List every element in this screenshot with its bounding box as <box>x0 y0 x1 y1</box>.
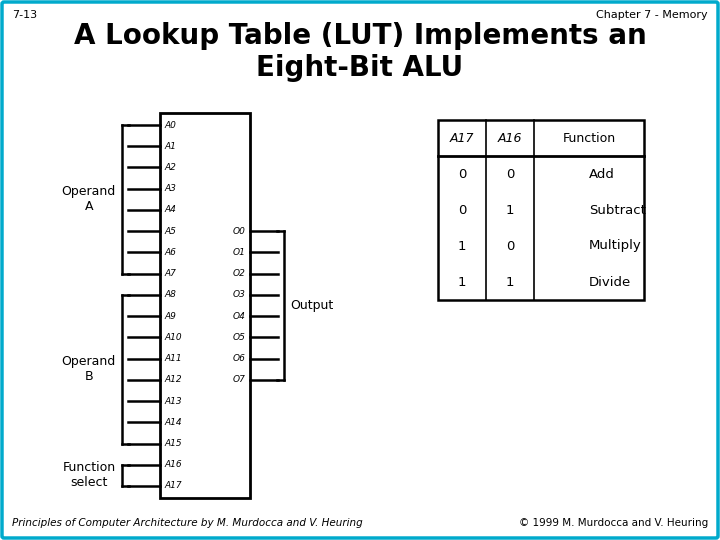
Text: O2: O2 <box>233 269 246 278</box>
Text: A1: A1 <box>164 141 176 151</box>
Text: A6: A6 <box>164 248 176 257</box>
Text: A4: A4 <box>164 205 176 214</box>
Text: 1: 1 <box>505 275 514 288</box>
Text: O1: O1 <box>233 248 246 257</box>
Text: O6: O6 <box>233 354 246 363</box>
Text: Divide: Divide <box>589 275 631 288</box>
Text: © 1999 M. Murdocca and V. Heuring: © 1999 M. Murdocca and V. Heuring <box>518 518 708 528</box>
Text: 1: 1 <box>458 275 467 288</box>
Text: O0: O0 <box>233 227 246 235</box>
Text: 1: 1 <box>505 204 514 217</box>
Text: Subtract: Subtract <box>589 204 646 217</box>
Text: Function: Function <box>562 132 616 145</box>
Text: 7-13: 7-13 <box>12 10 37 20</box>
Text: A12: A12 <box>164 375 181 384</box>
Text: Operand
B: Operand B <box>62 355 116 383</box>
Text: A2: A2 <box>164 163 176 172</box>
Text: A16: A16 <box>498 132 522 145</box>
Text: Output: Output <box>290 299 333 312</box>
Text: Function
select: Function select <box>63 461 116 489</box>
Bar <box>438 120 644 300</box>
Text: A9: A9 <box>164 312 176 321</box>
Text: A3: A3 <box>164 184 176 193</box>
Text: A10: A10 <box>164 333 181 342</box>
Text: Multiply: Multiply <box>589 240 642 253</box>
Text: A8: A8 <box>164 291 176 299</box>
Text: A17: A17 <box>450 132 474 145</box>
Text: A7: A7 <box>164 269 176 278</box>
Text: O5: O5 <box>233 333 246 342</box>
Text: 1: 1 <box>458 240 467 253</box>
Text: A0: A0 <box>164 120 176 130</box>
Text: Principles of Computer Architecture by M. Murdocca and V. Heuring: Principles of Computer Architecture by M… <box>12 518 363 528</box>
Text: O7: O7 <box>233 375 246 384</box>
Text: O3: O3 <box>233 291 246 299</box>
Text: 0: 0 <box>506 167 514 180</box>
Bar <box>160 113 250 498</box>
Text: A15: A15 <box>164 439 181 448</box>
Text: Operand
A: Operand A <box>62 185 116 213</box>
Text: A11: A11 <box>164 354 181 363</box>
Text: 0: 0 <box>458 167 466 180</box>
Text: A Lookup Table (LUT) Implements an
Eight-Bit ALU: A Lookup Table (LUT) Implements an Eight… <box>73 22 647 83</box>
Text: 0: 0 <box>458 204 466 217</box>
Text: O4: O4 <box>233 312 246 321</box>
Text: A13: A13 <box>164 396 181 406</box>
Text: Add: Add <box>589 167 615 180</box>
Text: A5: A5 <box>164 227 176 235</box>
Text: 0: 0 <box>506 240 514 253</box>
Text: A16: A16 <box>164 460 181 469</box>
Text: Chapter 7 - Memory: Chapter 7 - Memory <box>596 10 708 20</box>
Text: A17: A17 <box>164 482 181 490</box>
Text: A14: A14 <box>164 418 181 427</box>
